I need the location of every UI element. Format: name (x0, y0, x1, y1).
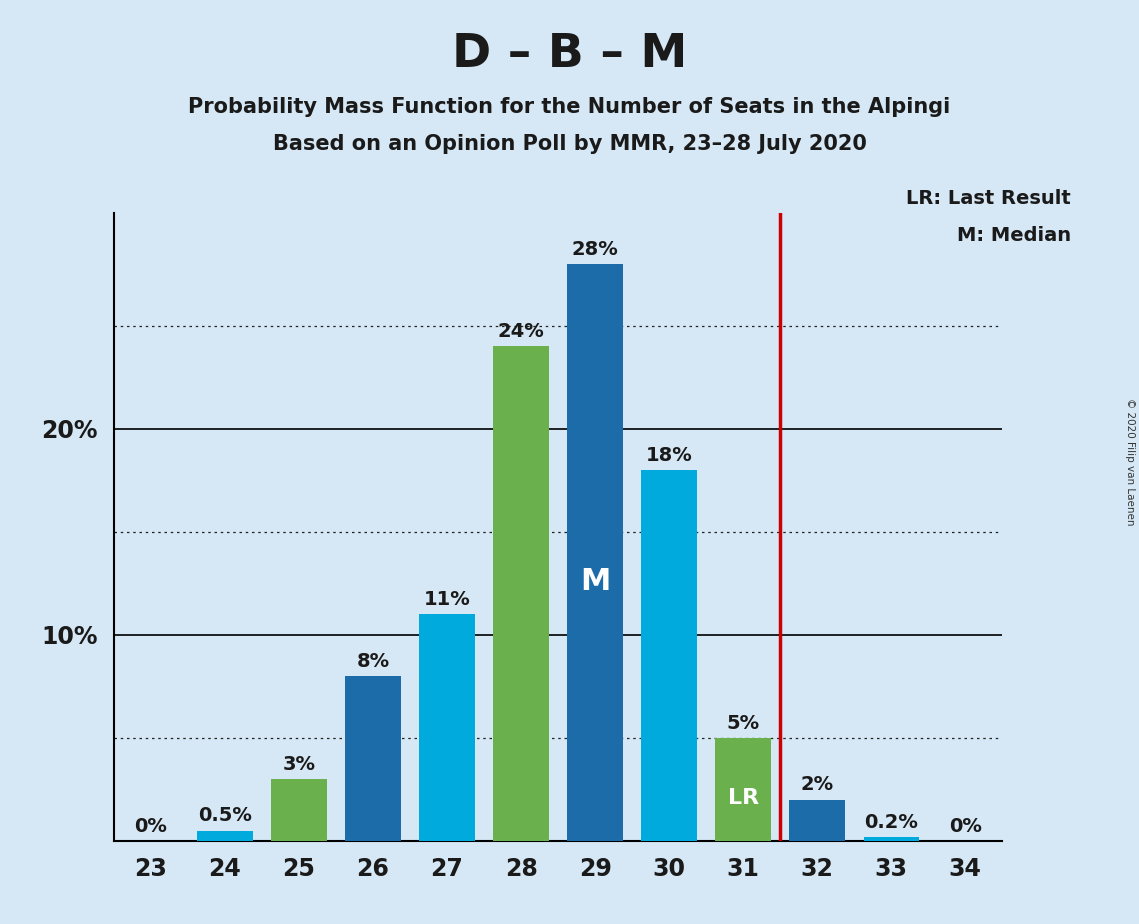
Text: 24%: 24% (498, 322, 544, 341)
Text: © 2020 Filip van Laenen: © 2020 Filip van Laenen (1125, 398, 1134, 526)
Bar (197, 831, 253, 841)
Text: 11%: 11% (424, 590, 470, 609)
Bar (419, 614, 475, 841)
Text: 0%: 0% (949, 817, 982, 835)
Text: 18%: 18% (646, 446, 693, 465)
Text: 2%: 2% (801, 775, 834, 795)
Text: Probability Mass Function for the Number of Seats in the Alpingi: Probability Mass Function for the Number… (188, 97, 951, 117)
Text: M: M (580, 566, 611, 596)
Text: 28%: 28% (572, 240, 618, 259)
Text: 5%: 5% (727, 713, 760, 733)
Text: Based on an Opinion Poll by MMR, 23–28 July 2020: Based on an Opinion Poll by MMR, 23–28 J… (272, 134, 867, 154)
Text: 0.5%: 0.5% (198, 807, 252, 825)
Bar (641, 470, 697, 841)
Text: M: Median: M: Median (957, 226, 1071, 246)
Bar (863, 837, 919, 841)
Text: LR: Last Result: LR: Last Result (906, 189, 1071, 209)
Bar (789, 799, 845, 841)
Bar (271, 779, 327, 841)
Bar (567, 264, 623, 841)
Bar (493, 346, 549, 841)
Bar (715, 738, 771, 841)
Text: D – B – M: D – B – M (452, 32, 687, 78)
Text: 0%: 0% (134, 817, 167, 835)
Bar (345, 676, 401, 841)
Text: LR: LR (728, 787, 759, 808)
Text: 3%: 3% (282, 755, 316, 774)
Text: 8%: 8% (357, 652, 390, 671)
Text: 0.2%: 0.2% (865, 812, 918, 832)
